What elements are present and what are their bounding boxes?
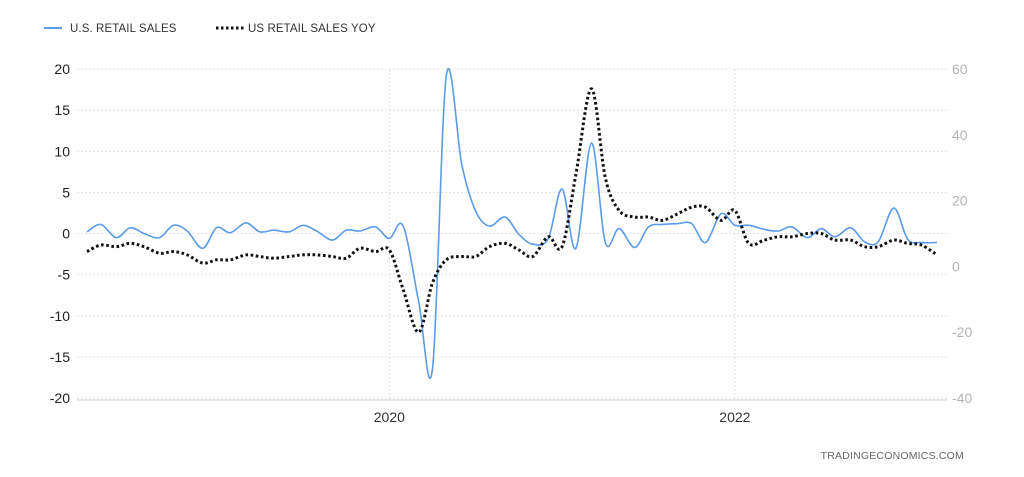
legend-item-retail-sales[interactable]: U.S. RETAIL SALES bbox=[44, 23, 177, 35]
y-right-tick-label: 20 bbox=[952, 193, 968, 209]
y-axis-right: 60 40 20 0 -20 -40 bbox=[952, 61, 972, 406]
legend: U.S. RETAIL SALES US RETAIL SALES YOY bbox=[44, 23, 376, 35]
y-left-tick-label: 10 bbox=[54, 143, 70, 159]
series-lines bbox=[86, 67, 938, 379]
legend-item-retail-sales-yoy[interactable]: US RETAIL SALES YOY bbox=[216, 23, 376, 35]
y-left-tick-label: 0 bbox=[62, 226, 70, 242]
y-right-tick-label: -40 bbox=[952, 390, 972, 406]
x-tick-label: 2020 bbox=[374, 409, 405, 425]
source-credit: TRADINGECONOMICS.COM bbox=[821, 450, 964, 462]
x-axis: 2020 2022 bbox=[374, 409, 751, 425]
legend-label-retail-sales-yoy: US RETAIL SALES YOY bbox=[248, 23, 376, 35]
y-left-tick-label: 15 bbox=[54, 102, 70, 118]
y-left-tick-label: -20 bbox=[50, 390, 70, 406]
y-axis-left: 20 15 10 5 0 -5 -10 -15 -20 bbox=[50, 61, 70, 406]
y-right-tick-label: 0 bbox=[952, 258, 960, 274]
y-right-tick-label: 40 bbox=[952, 127, 968, 143]
y-right-tick-label: 60 bbox=[952, 61, 968, 77]
y-left-tick-label: -5 bbox=[58, 267, 71, 283]
series-line-retail-sales-yoy bbox=[86, 87, 938, 334]
y-left-tick-label: 20 bbox=[54, 61, 70, 77]
y-left-tick-label: -10 bbox=[50, 308, 70, 324]
x-tick-label: 2022 bbox=[719, 409, 750, 425]
y-right-tick-label: -20 bbox=[952, 324, 972, 340]
y-left-tick-label: -15 bbox=[50, 349, 70, 365]
gridlines bbox=[77, 68, 947, 401]
series-line-retail-sales bbox=[86, 67, 938, 379]
legend-label-retail-sales: U.S. RETAIL SALES bbox=[70, 23, 177, 35]
y-left-tick-label: 5 bbox=[62, 184, 70, 200]
